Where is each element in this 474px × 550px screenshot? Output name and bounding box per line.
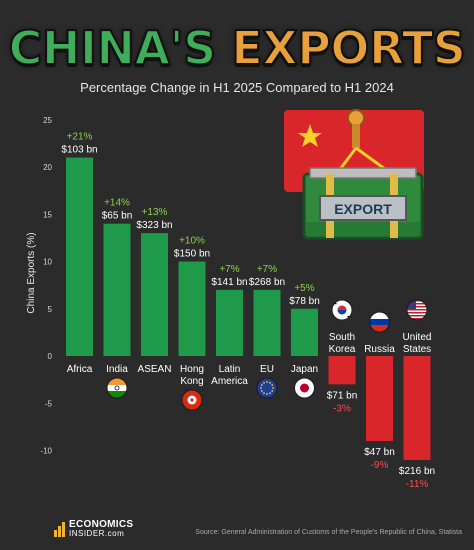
bar-united-states xyxy=(403,356,431,460)
value-label: $323 bn xyxy=(136,220,172,231)
economics-insider-logo: ECONOMICS INSIDER.com xyxy=(54,520,133,538)
category-label: Latin xyxy=(219,364,241,375)
value-label: $47 bn xyxy=(364,447,395,458)
united-states-flag-icon xyxy=(406,299,428,321)
category-label: Hong xyxy=(180,364,204,375)
pct-label: +7% xyxy=(219,264,239,275)
category-label: Russia xyxy=(364,344,395,355)
category-label: United xyxy=(403,332,432,343)
value-label: $71 bn xyxy=(327,390,358,401)
bar-india xyxy=(103,223,131,356)
hong-kong-flag-icon xyxy=(181,389,203,411)
category-label: EU xyxy=(260,364,274,375)
bar-japan xyxy=(291,308,318,356)
y-axis-label: China Exports (%) xyxy=(26,232,37,313)
bar-africa xyxy=(66,157,93,356)
value-label: $268 bn xyxy=(249,277,285,288)
india-flag-icon xyxy=(106,377,128,399)
category-label: Africa xyxy=(67,364,93,375)
y-tick-label: 0 xyxy=(48,352,53,361)
pct-label: +7% xyxy=(257,264,277,275)
pct-label: +5% xyxy=(294,283,314,294)
pct-label: +14% xyxy=(104,198,130,209)
subtitle: Percentage Change in H1 2025 Compared to… xyxy=(80,80,394,95)
pct-label: -11% xyxy=(406,479,429,490)
flag-star-icon xyxy=(298,124,322,147)
y-tick-label: 15 xyxy=(43,210,52,219)
pct-label: -9% xyxy=(371,460,389,471)
bar-eu xyxy=(253,289,281,356)
title-part-china: CHINA'S xyxy=(8,21,218,75)
eu-flag-icon xyxy=(256,377,278,399)
category-label: Korea xyxy=(329,344,356,355)
category-label: South xyxy=(329,332,355,343)
category-label: States xyxy=(403,344,431,355)
export-label: EXPORT xyxy=(334,201,392,217)
y-tick-label: 5 xyxy=(48,305,53,314)
japan-flag-icon xyxy=(294,377,315,399)
logo-icon xyxy=(54,522,65,537)
value-label: $141 bn xyxy=(211,277,247,288)
category-label: Kong xyxy=(180,376,203,387)
pct-label: +10% xyxy=(179,236,205,247)
pct-label: -3% xyxy=(333,403,351,414)
y-tick-label: 20 xyxy=(43,163,52,172)
y-tick-label: -10 xyxy=(40,447,52,456)
value-label: $78 bn xyxy=(289,296,320,307)
value-label: $150 bn xyxy=(174,249,210,260)
logo-line-2: INSIDER.com xyxy=(69,529,125,538)
logo-line-1: ECONOMICS xyxy=(69,519,134,530)
value-label: $65 bn xyxy=(102,211,133,222)
south-korea-flag-icon xyxy=(331,299,353,321)
russia-flag-icon xyxy=(369,311,390,333)
y-tick-label: 25 xyxy=(43,116,52,125)
value-label: $216 bn xyxy=(399,466,435,477)
source-note: Source: General Administration of Custom… xyxy=(195,529,462,536)
y-tick-label: 10 xyxy=(43,258,52,267)
title-part-exports: EXPORTS xyxy=(230,21,467,75)
export-crate-illustration: EXPORT xyxy=(284,109,424,240)
category-label: India xyxy=(106,364,128,375)
pct-label: +13% xyxy=(142,207,168,218)
category-label: America xyxy=(211,376,248,387)
category-label: Japan xyxy=(291,364,318,375)
value-label: $103 bn xyxy=(61,145,97,156)
category-label: ASEAN xyxy=(138,364,172,375)
pct-label: +21% xyxy=(67,132,93,143)
bar-russia xyxy=(366,356,393,442)
bar-asean xyxy=(141,233,168,356)
bar-latin-america xyxy=(216,289,243,356)
y-tick-label: -5 xyxy=(45,399,53,408)
bar-hong-kong xyxy=(178,261,206,356)
bar-south-korea xyxy=(328,356,356,385)
page-title: CHINA'S EXPORTS xyxy=(0,21,474,75)
